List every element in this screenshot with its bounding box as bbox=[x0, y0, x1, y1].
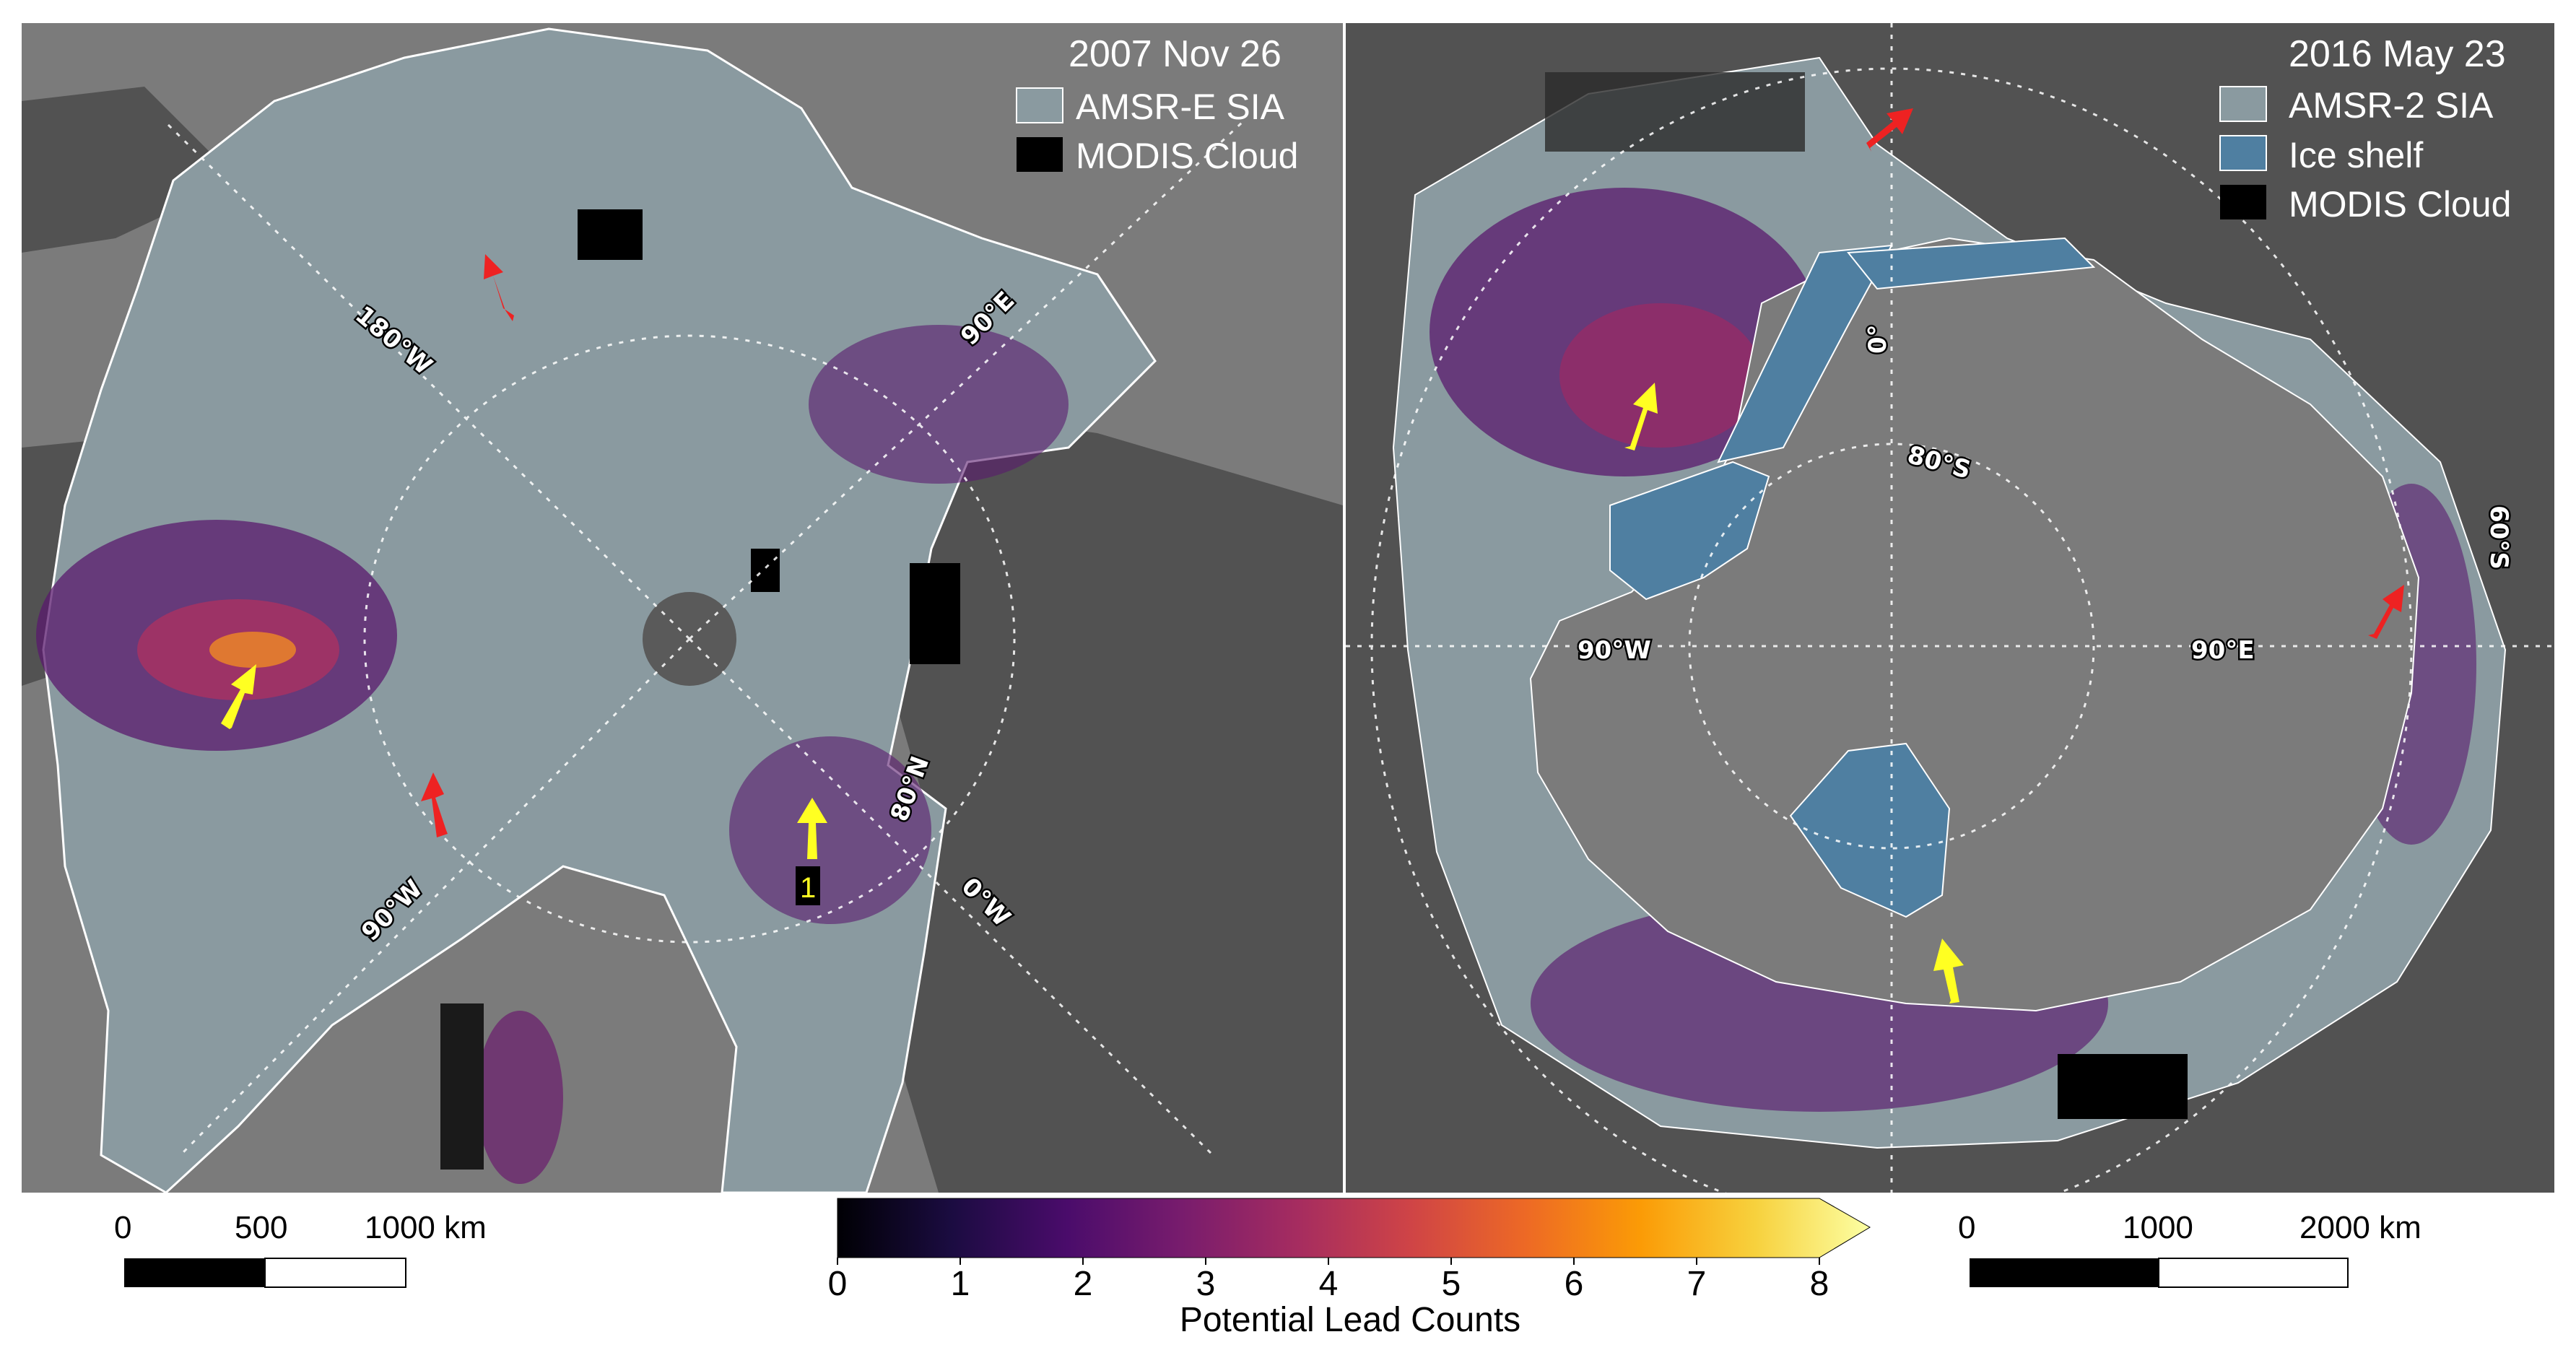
antarctic-cloud-patch bbox=[2058, 1054, 2188, 1119]
antarctic-label-90w: 90°W bbox=[1578, 636, 1651, 665]
colorbar-gradient bbox=[837, 1198, 1871, 1258]
scale-left-tick-0: 0 bbox=[114, 1210, 131, 1245]
arctic-cloud-patch bbox=[910, 563, 960, 664]
scale-left-tick-1000: 1000 km bbox=[365, 1210, 487, 1245]
antarctic-yellow-arrow bbox=[1624, 383, 1658, 450]
antarctic-ice-shelf-ronne bbox=[1609, 461, 1770, 601]
antarctic-legend: 2016 May 23 AMSR-2 SIA Ice shelf MODIS C… bbox=[2219, 33, 2511, 225]
arctic-open-ocean bbox=[881, 404, 1343, 1193]
colorbar-tick-label: 5 bbox=[1442, 1265, 1461, 1303]
antarctic-legend-swatch-shelf bbox=[2219, 135, 2267, 171]
antarctic-red-arrow bbox=[2368, 585, 2404, 639]
arctic-legend-swatch-sia bbox=[1016, 87, 1063, 123]
antarctic-date-label: 2016 May 23 bbox=[2289, 33, 2506, 75]
arctic-yellow-arrow bbox=[797, 798, 827, 859]
antarctic-ice-shelf-ross bbox=[1789, 742, 1951, 918]
scale-bar-left: 0 500 1000 km bbox=[114, 1210, 487, 1288]
colorbar-tick-label: 3 bbox=[1196, 1265, 1216, 1303]
antarctic-legend-swatch-sia bbox=[2219, 86, 2267, 122]
colorbar: 0 1 2 3 4 5 6 7 8 Potential Lead Counts bbox=[828, 1198, 1871, 1339]
arctic-legend-label-cloud: MODIS Cloud bbox=[1076, 136, 1298, 176]
colorbar-tick-label: 8 bbox=[1810, 1265, 1829, 1303]
colorbar-tick-label: 7 bbox=[1687, 1265, 1707, 1303]
antarctic-graticule bbox=[1346, 23, 2554, 1193]
arctic-cloud-patch bbox=[578, 209, 643, 260]
scale-bar-right: 0 1000 2000 km bbox=[1958, 1210, 2421, 1288]
arctic-legend-label-sia: AMSR-E SIA bbox=[1076, 87, 1285, 127]
colorbar-tick-label: 6 bbox=[1565, 1265, 1584, 1303]
antarctic-ice-shelf-larsen bbox=[1717, 244, 1893, 463]
arctic-cloud-patch bbox=[440, 1003, 484, 1170]
scale-left-tick-500: 500 bbox=[235, 1210, 287, 1245]
colorbar-tick-label: 4 bbox=[1319, 1265, 1339, 1303]
colorbar-tick-label: 0 bbox=[828, 1265, 848, 1303]
arctic-marker-label: 1 bbox=[800, 872, 816, 904]
antarctic-label-0: 0° bbox=[1863, 324, 1892, 354]
arctic-lead-cluster-kara bbox=[809, 325, 1069, 484]
arctic-date-label: 2007 Nov 26 bbox=[1069, 33, 1282, 75]
scale-right-tick-0: 0 bbox=[1958, 1210, 1975, 1245]
arctic-legend-swatch-cloud bbox=[1017, 137, 1063, 172]
arctic-red-arrow bbox=[484, 254, 514, 321]
arctic-lead-cluster-beaufort-peak bbox=[209, 632, 296, 668]
arctic-open-ocean-west bbox=[22, 87, 238, 253]
arctic-marker-box bbox=[796, 866, 820, 905]
antarctic-cloud-patch bbox=[1545, 72, 1805, 152]
scale-right-tick-2000: 2000 km bbox=[2299, 1210, 2421, 1245]
arctic-yellow-arrow bbox=[221, 664, 256, 729]
colorbar-tick-label: 1 bbox=[951, 1265, 970, 1303]
arctic-cloud-patch bbox=[751, 549, 780, 592]
arctic-red-arrow bbox=[421, 772, 448, 837]
colorbar-ticks: 0 1 2 3 4 5 6 7 8 bbox=[828, 1258, 1829, 1303]
antarctic-map-panel: 0° 80°S 60°S 90°W 90°E bbox=[1346, 23, 2554, 1193]
antarctic-label-60s: 60°S bbox=[2484, 505, 2513, 570]
antarctic-legend-label-cloud: MODIS Cloud bbox=[2289, 184, 2511, 225]
antarctic-ice-shelf-amery bbox=[1847, 237, 2096, 290]
arctic-map-panel: 180°W 90°E 90°W 0°W 80°N 1 bbox=[22, 23, 1343, 1193]
colorbar-title: Potential Lead Counts bbox=[1180, 1301, 1520, 1339]
antarctic-legend-swatch-cloud bbox=[2220, 185, 2266, 219]
antarctic-legend-label-shelf: Ice shelf bbox=[2289, 135, 2423, 175]
antarctic-red-arrow bbox=[1866, 108, 1913, 152]
scale-right-tick-1000: 1000 bbox=[2123, 1210, 2193, 1245]
antarctic-legend-label-sia: AMSR-2 SIA bbox=[2289, 85, 2494, 126]
arctic-lead-cluster-baffin bbox=[477, 1011, 563, 1184]
arctic-lead-cluster-fram bbox=[729, 736, 931, 924]
colorbar-tick-label: 2 bbox=[1074, 1265, 1093, 1303]
arctic-legend: 2007 Nov 26 AMSR-E SIA MODIS Cloud bbox=[1016, 33, 1298, 176]
antarctic-yellow-arrow bbox=[1933, 939, 1964, 1003]
antarctic-label-90e: 90°E bbox=[2191, 636, 2255, 665]
arctic-graticule bbox=[165, 121, 1243, 1157]
antarctic-lead-cluster-weddell-core bbox=[1559, 303, 1762, 448]
